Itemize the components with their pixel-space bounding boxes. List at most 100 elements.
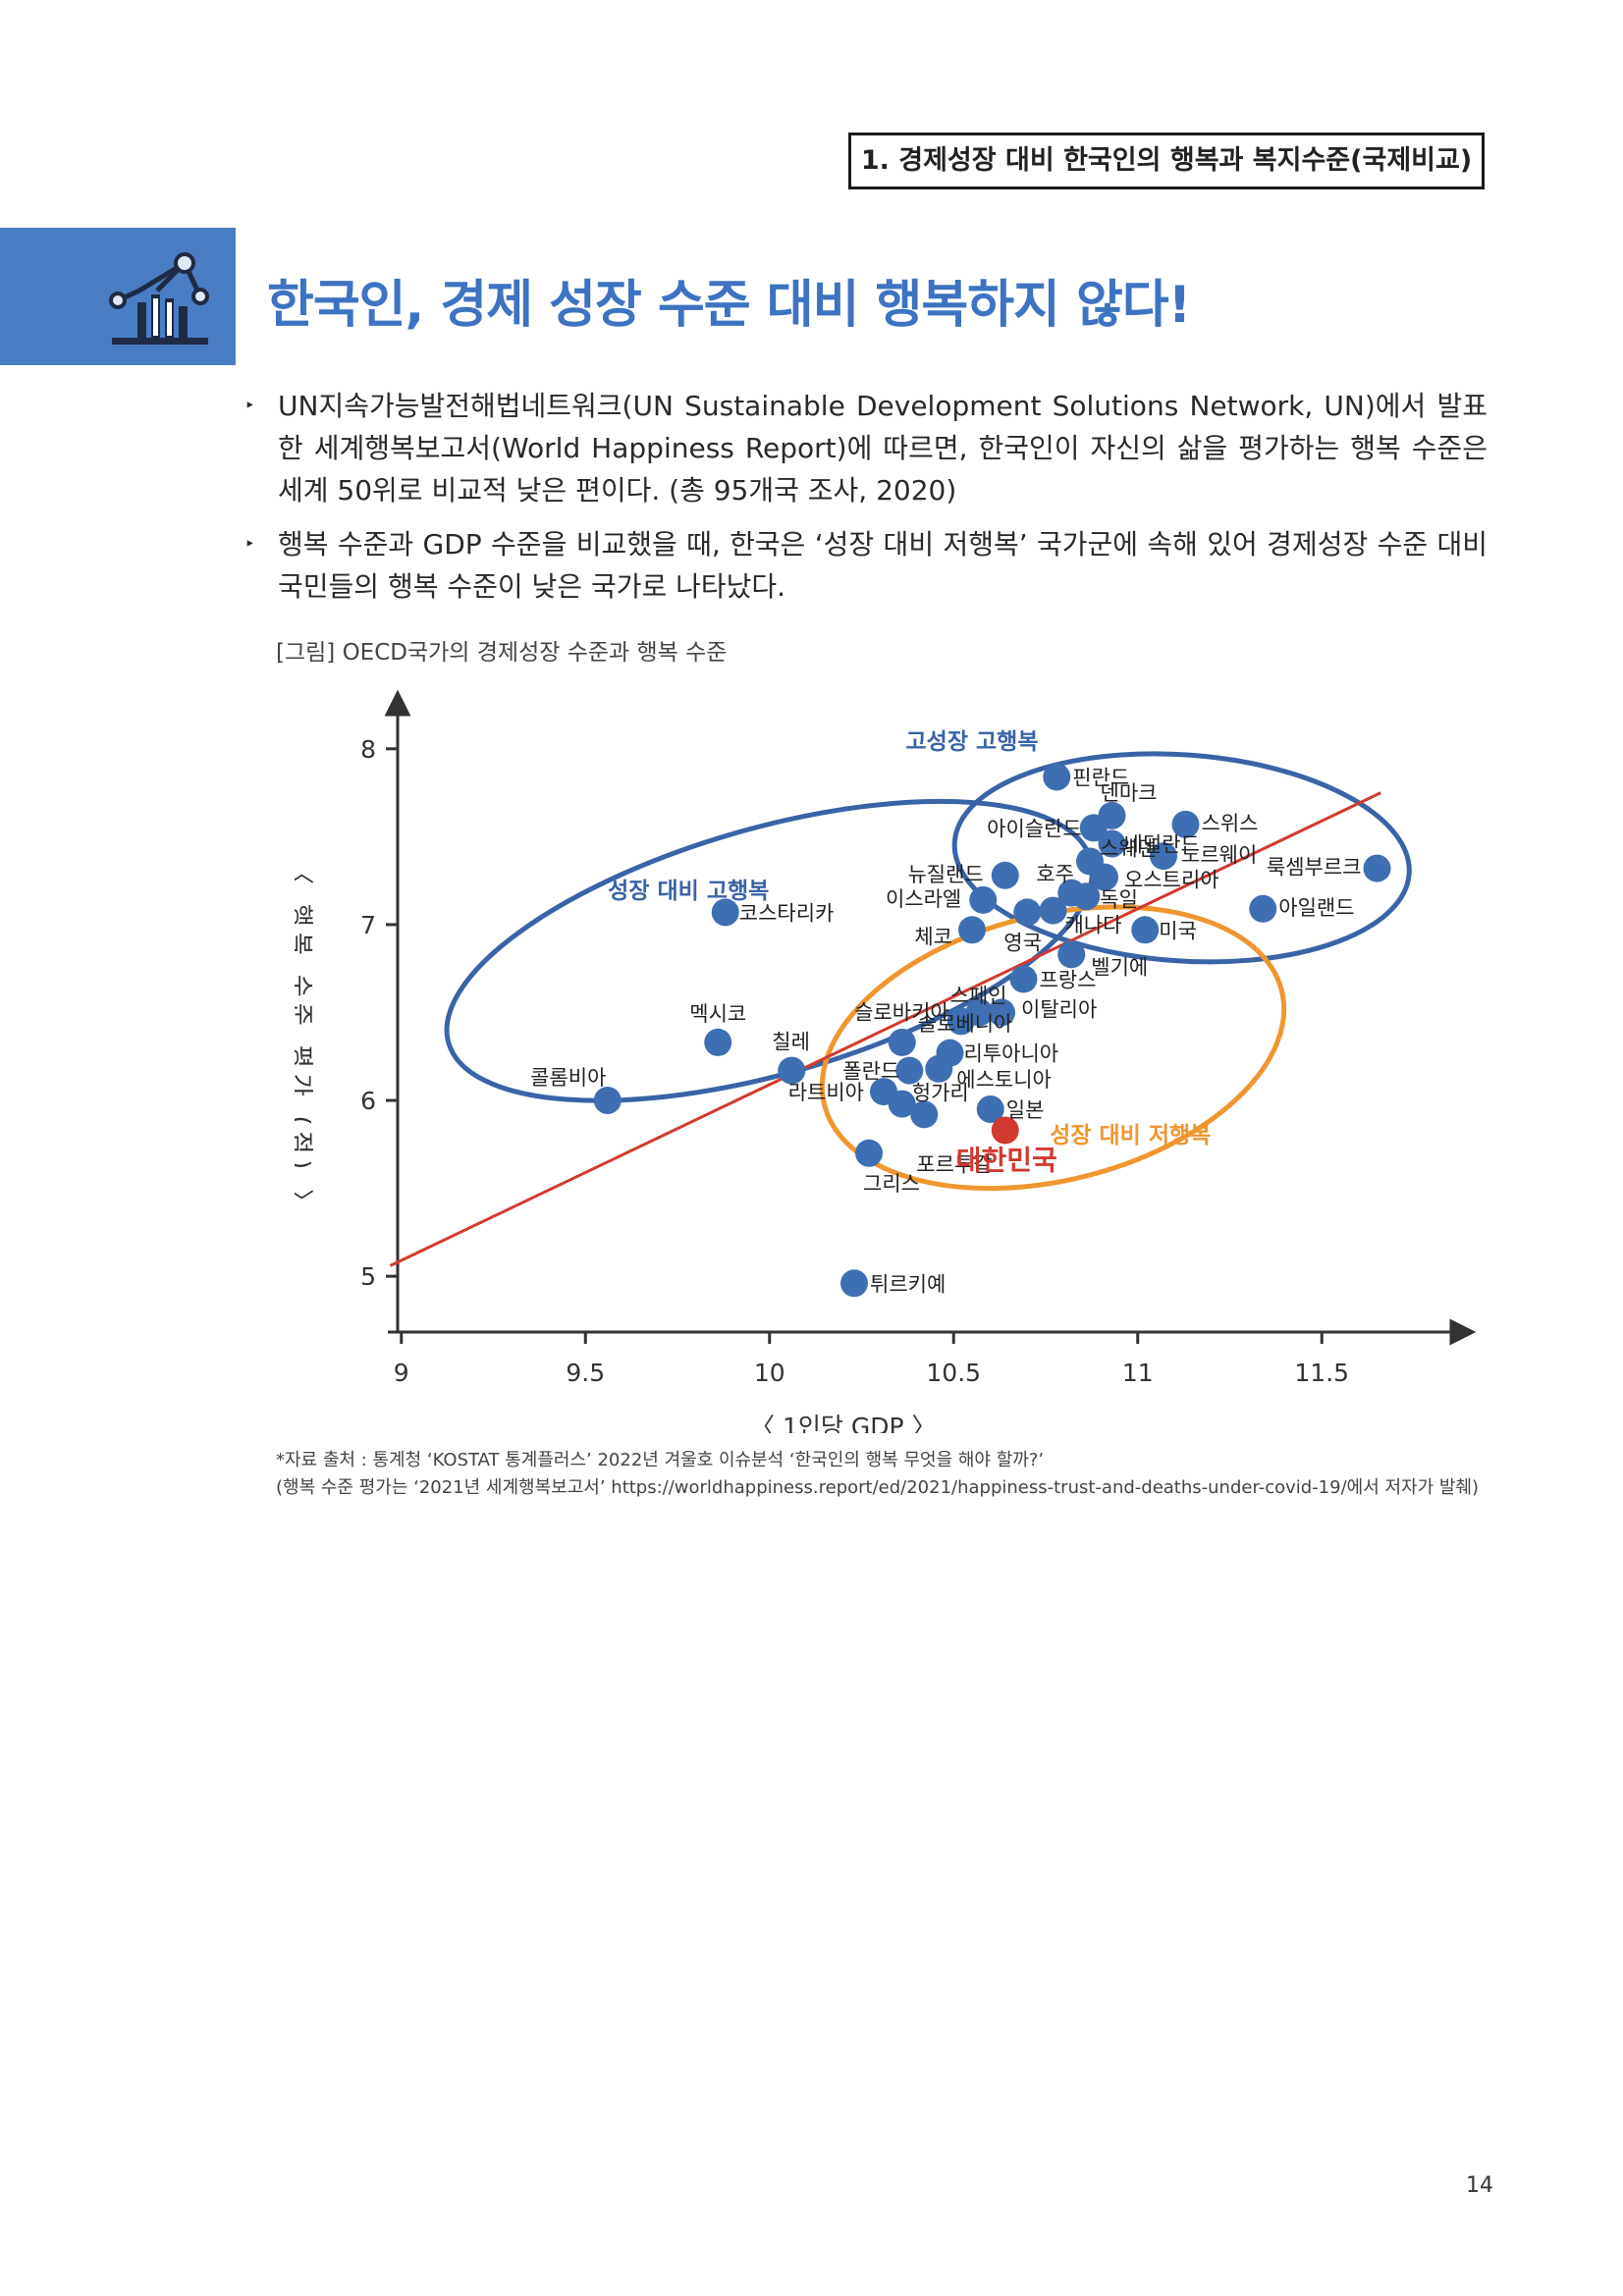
data-point [895, 1056, 924, 1085]
point-label: 포르투갈 [916, 1152, 992, 1176]
figure-caption: [그림] OECD국가의 경제성장 수준과 행복 수준 [276, 640, 728, 666]
section-title-box: 1. 경제성장 대비 한국인의 행복과 복지수준(국제비교) [848, 133, 1485, 189]
bullet-text: 행복 수준과 GDP 수준을 비교했을 때, 한국은 ‘성장 대비 저행복’ 국… [278, 528, 1488, 603]
y-tick-label: 5 [360, 1262, 376, 1291]
point-label: 캐나다 [1065, 914, 1122, 937]
network-chart-icon [109, 252, 209, 345]
point-label: 체코 [914, 925, 952, 948]
data-point [1363, 854, 1391, 882]
bullet-marker: ‣ [244, 396, 255, 416]
point-label: 뉴질랜드 [907, 863, 983, 886]
point-label: 프랑스 [1040, 968, 1097, 991]
point-label: 콜롬비아 [530, 1066, 606, 1090]
data-point [958, 916, 986, 944]
data-point [1057, 940, 1086, 969]
point-label: 칠레 [772, 1031, 810, 1054]
point-label: 벨기에 [1091, 955, 1148, 979]
group-label: 성장 대비 저행복 [1050, 1123, 1211, 1148]
point-label: 스페인 [950, 984, 1007, 1007]
axes: 5 6 7 8 9 9.5 10 10.5 11 11.5 〈 1인당 GDP 〉 〈 행복 수준 평… [295, 689, 1477, 1433]
group-label: 고성장 고행복 [906, 729, 1039, 755]
data-point [593, 1087, 622, 1115]
y-tick-label: 6 [360, 1087, 376, 1115]
trend-line-group [389, 791, 1381, 1267]
point-label: 슬로베니아 [918, 1012, 1013, 1036]
x-tick-label: 9 [394, 1359, 409, 1387]
data-point [910, 1100, 939, 1129]
data-point [947, 1007, 975, 1036]
data-point [855, 1139, 883, 1167]
source-line-2: (행복 수준 평가는 ‘2021년 세계행복보고서’ https://world… [276, 1477, 1480, 1498]
bullet-item: ‣ 행복 수준과 GDP 수준을 비교했을 때, 한국은 ‘성장 대비 저행복’… [241, 523, 1488, 608]
point-label: 코스타리카 [739, 901, 835, 925]
trend-line [389, 791, 1381, 1267]
group-label: 성장 대비 고행복 [608, 879, 769, 904]
x-tick-label: 11 [1122, 1359, 1154, 1387]
source-line-1: *자료 출처 : 통계청 ‘KOSTAT 통계플러스’ 2022년 겨울호 이슈… [276, 1450, 1045, 1470]
bullet-item: ‣ UN지속가능발전해법네트워크(UN Sustainable Developm… [241, 385, 1488, 511]
data-point [1072, 882, 1101, 911]
point-label: 노르웨이 [1181, 843, 1257, 867]
page-number: 14 [1466, 2173, 1493, 2198]
source-note: *자료 출처 : 통계청 ‘KOSTAT 통계플러스’ 2022년 겨울호 이슈… [276, 1447, 1479, 1502]
data-point [1009, 965, 1038, 993]
point-label: 미국 [1159, 919, 1197, 942]
group-ellipse [951, 751, 1412, 965]
point-label: 아이슬란드 [987, 817, 1082, 840]
data-point [704, 1028, 732, 1056]
data-point [1039, 896, 1067, 925]
title-band [0, 228, 236, 365]
bullet-marker: ‣ [244, 534, 255, 555]
data-point [840, 1269, 868, 1298]
point-label: 대한민국 [956, 1144, 1057, 1176]
y-axis-label: 〈 행복 수준 평가 (점) 〉 [295, 860, 315, 1219]
point-label: 네덜란드 [1124, 833, 1200, 857]
point-label: 독일 [1100, 887, 1138, 911]
point-label: 영국 [1003, 931, 1042, 954]
page-title: 한국인, 경제 성장 수준 대비 행복하지 않다! [267, 276, 1191, 335]
data-point [976, 1095, 1004, 1123]
data-point [988, 998, 1015, 1027]
data-point [1013, 898, 1042, 927]
x-tick-label: 9.5 [566, 1359, 605, 1387]
data-point [1150, 842, 1177, 871]
point-label: 멕시코 [689, 1002, 746, 1026]
data-point [925, 1054, 953, 1083]
data-point [1091, 863, 1118, 891]
data-point [991, 861, 1019, 889]
point-label: 슬로바키아 [854, 1000, 949, 1024]
point-label: 이탈리아 [1021, 997, 1097, 1021]
point-label: 라트비아 [788, 1081, 864, 1104]
point-label: 이스라엘 [886, 887, 961, 911]
data-point [711, 898, 739, 927]
x-tick-label: 10.5 [926, 1359, 981, 1387]
point-label: 핀란드 [1072, 766, 1129, 789]
point-label: 튀르키예 [870, 1272, 946, 1296]
data-point [1079, 814, 1108, 842]
data-point [888, 1028, 916, 1056]
section-title: 1. 경제성장 대비 한국인의 행복과 복지수준(국제비교) [860, 145, 1473, 176]
point-label: 오스트리아 [1124, 869, 1219, 892]
point-label: 폴란드 [842, 1060, 899, 1084]
data-point [1249, 894, 1277, 923]
data-point [1098, 829, 1126, 858]
point-label: 헝가리 [912, 1082, 969, 1105]
point-label: 룩셈부르크 [1267, 856, 1362, 880]
bullet-text: UN지속가능발전해법네트워크(UN Sustainable Developmen… [278, 390, 1488, 507]
data-point [1131, 916, 1160, 944]
points-group [593, 763, 1391, 1298]
data-point [1043, 763, 1071, 791]
data-point [888, 1090, 916, 1118]
data-point [969, 885, 998, 914]
point-label: 리투아니아 [964, 1042, 1059, 1066]
point-label: 그리스 [863, 1172, 920, 1196]
point-label: 스웨덴 [1100, 836, 1157, 860]
point-label: 에스토니아 [956, 1068, 1052, 1092]
data-point [1171, 810, 1200, 838]
point-label: 덴마크 [1101, 781, 1158, 805]
data-point [778, 1056, 806, 1085]
x-tick-label: 11.5 [1294, 1359, 1349, 1387]
point-label: 호주 [1036, 863, 1074, 886]
y-tick-label: 8 [360, 735, 376, 764]
